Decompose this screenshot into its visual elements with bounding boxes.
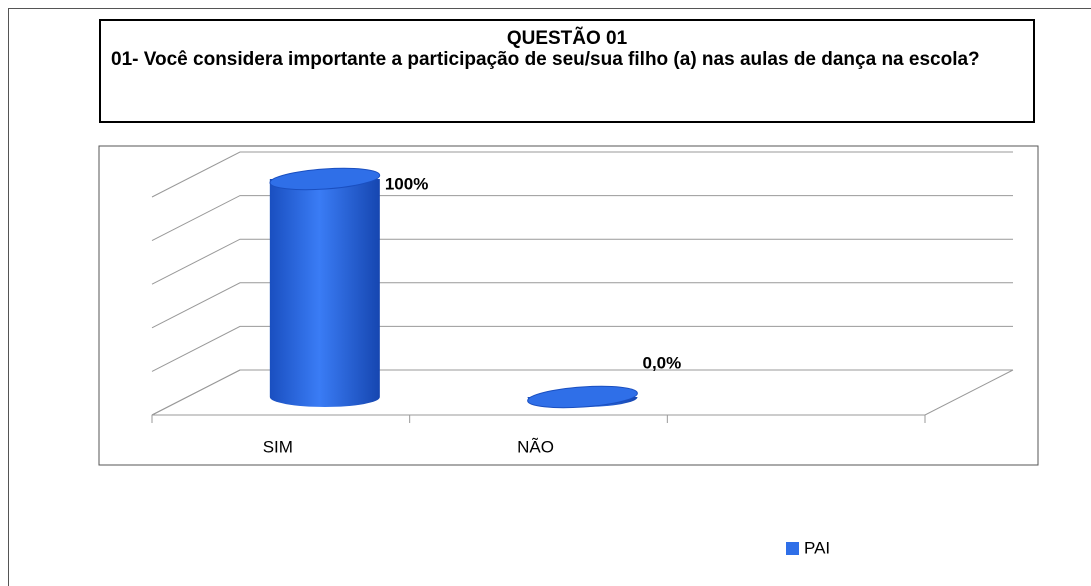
- x-tick-label: NÃO: [517, 437, 554, 456]
- legend-swatch: [786, 542, 799, 555]
- title-box: QUESTÃO 01 01- Você considera importante…: [99, 19, 1035, 123]
- chart-subtitle: 01- Você considera importante a particip…: [111, 49, 980, 70]
- grid-line: [151, 195, 1013, 242]
- x-tick-label: SIM: [263, 437, 293, 456]
- plot-frame: [98, 145, 1039, 466]
- bar: [527, 385, 638, 409]
- grid-line: [151, 282, 1013, 329]
- grid-line: [151, 369, 1013, 416]
- grid-line: [151, 325, 1013, 372]
- grid-line: [151, 238, 1013, 285]
- legend-label: PAI: [804, 538, 830, 557]
- grid-line: [151, 151, 1013, 198]
- data-label: 0,0%: [643, 353, 682, 372]
- frame: [8, 8, 1091, 586]
- chart-title: QUESTÃO 01: [506, 28, 628, 49]
- bar: [269, 167, 381, 407]
- data-label: 100%: [385, 174, 428, 193]
